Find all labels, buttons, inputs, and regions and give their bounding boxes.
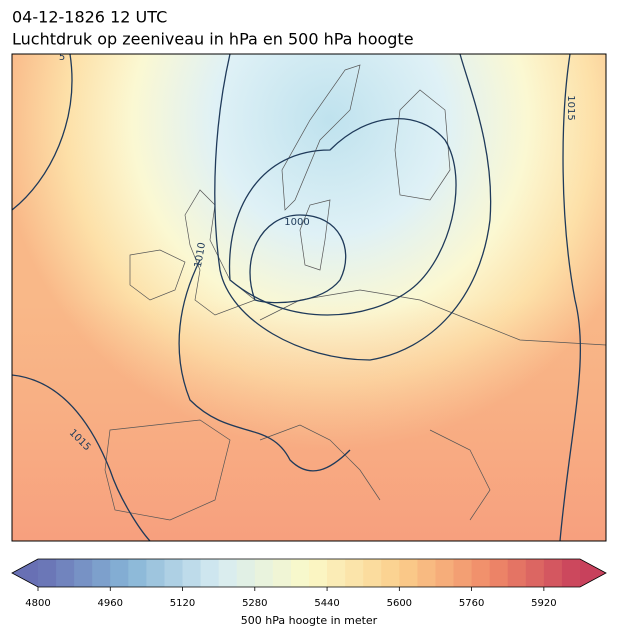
colorbar-segment <box>92 559 111 587</box>
colorbar-segment <box>561 559 581 587</box>
colorbar-outline <box>11 558 607 588</box>
colorbar-tick-label: 4960 <box>98 598 123 609</box>
colorbar-segment <box>417 559 436 587</box>
isobars <box>12 54 582 541</box>
colorbar-segment <box>543 559 563 587</box>
colorbar-segment <box>200 559 220 587</box>
map-title: 04-12-1826 12 UTC <box>12 8 167 27</box>
colorbar-segment <box>182 559 202 587</box>
colorbar-segment <box>164 559 184 587</box>
colorbar-segment <box>74 559 93 587</box>
colorbar-segment <box>453 559 473 587</box>
contour-label: 1010 <box>193 242 208 269</box>
colorbar-segment <box>363 559 382 587</box>
colorbar-segment <box>38 559 57 587</box>
colorbar-segment <box>471 559 491 587</box>
colorbar-tick-label: 5920 <box>531 598 556 609</box>
colorbar-segment <box>399 559 418 587</box>
contour-label: 1015 <box>565 95 576 120</box>
colorbar-segment <box>507 559 527 587</box>
colorbar-tick-label: 4800 <box>25 598 50 609</box>
colorbar-tick-label: 5280 <box>242 598 267 609</box>
colorbar-extend-low <box>12 559 38 587</box>
colorbar-tick-label: 5760 <box>459 598 484 609</box>
colorbar-segment <box>327 559 346 587</box>
colorbar-segment <box>236 559 256 587</box>
colorbar-tick-label: 5120 <box>170 598 195 609</box>
colorbar-segment <box>128 559 147 587</box>
colorbar-segment <box>146 559 165 587</box>
colorbar-segment <box>272 559 292 587</box>
colorbar-label: 500 hPa hoogte in meter <box>241 614 378 627</box>
colorbar-segment <box>489 559 509 587</box>
contour-label: 1000 <box>284 217 309 228</box>
colorbar-segment <box>290 559 310 587</box>
contour-label: 5 <box>59 52 65 63</box>
colorbar-segment <box>218 559 238 587</box>
colorbar-segment <box>381 559 400 587</box>
colorbar-segment <box>525 559 545 587</box>
map-subtitle: Luchtdruk op zeeniveau in hPa en 500 hPa… <box>12 30 414 49</box>
colorbar-segment <box>254 559 274 587</box>
colorbar-segment <box>435 559 455 587</box>
height-field-south <box>12 300 606 541</box>
colorbar-segment <box>56 559 75 587</box>
colorbar-tick-label: 5440 <box>314 598 339 609</box>
map-frame <box>11 53 607 542</box>
colorbar-segment <box>345 559 364 587</box>
colorbar-segment <box>309 559 328 587</box>
colorbar-extend-high <box>580 559 606 587</box>
colorbar-segment <box>110 559 129 587</box>
colorbar-tick-label: 5600 <box>387 598 412 609</box>
